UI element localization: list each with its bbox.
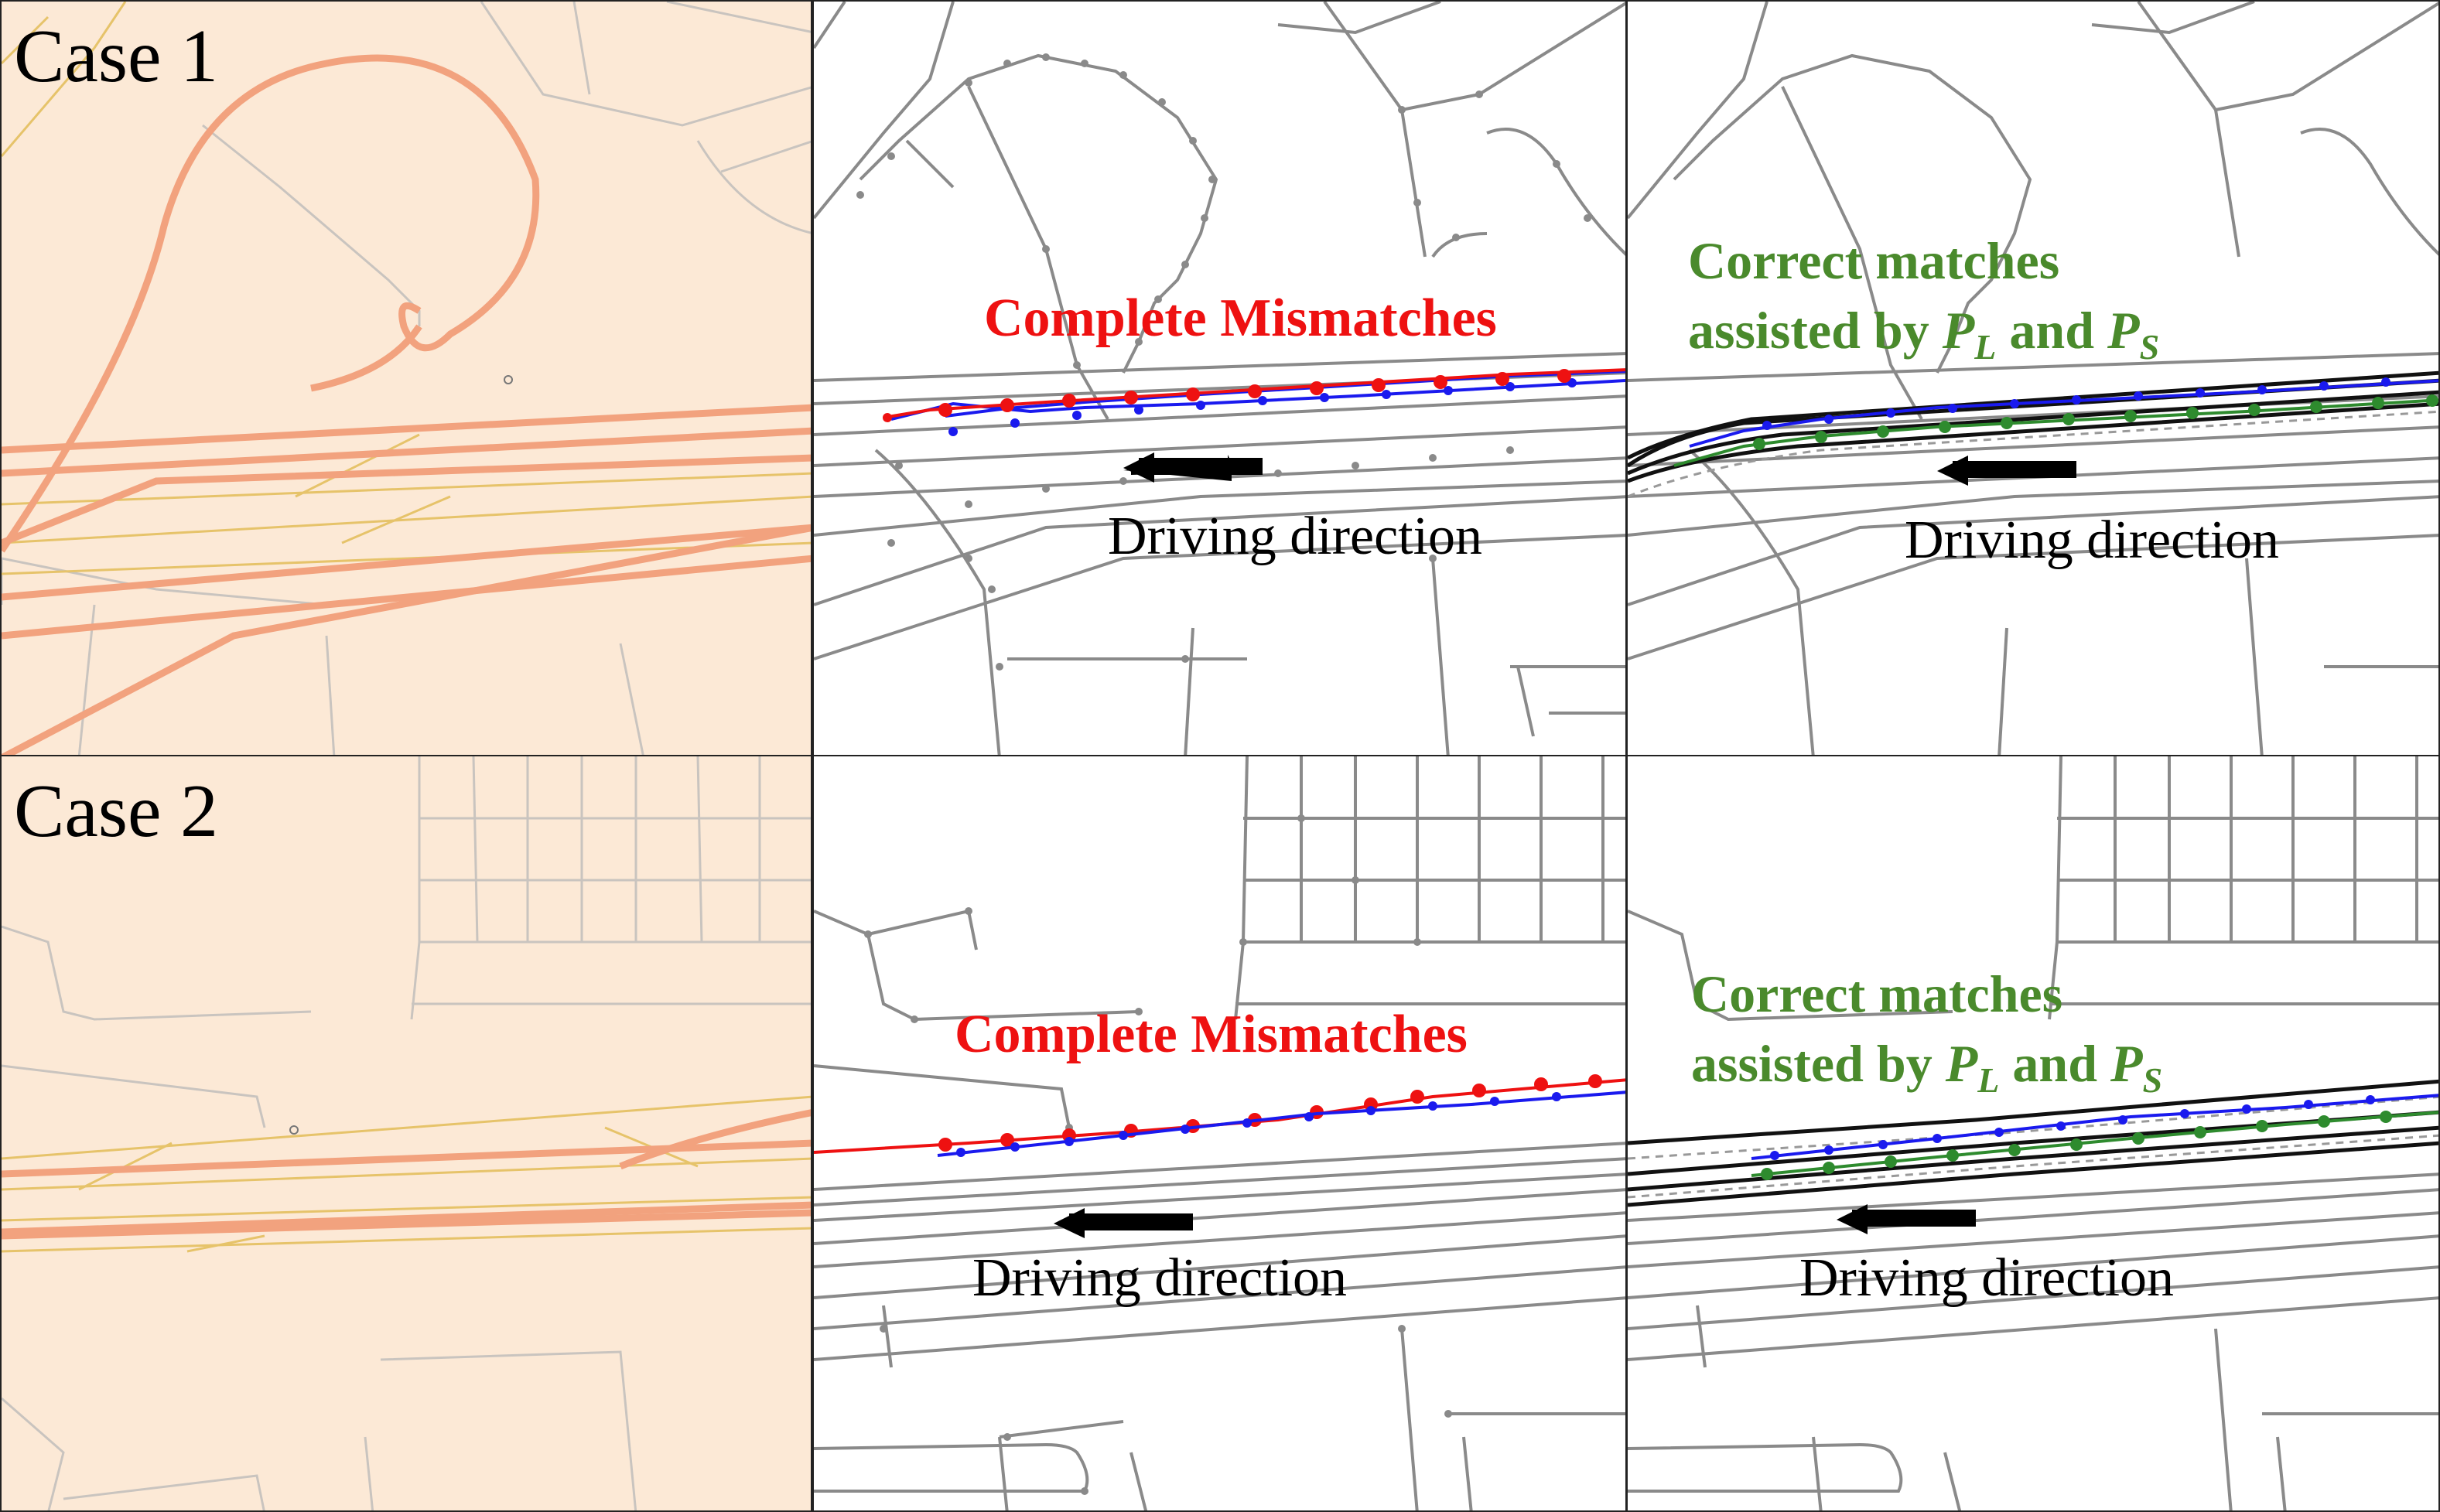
driving-direction-label: Driving direction — [972, 1248, 1348, 1308]
case1-correct-panel: Correct matches assisted by PL and PS Dr… — [1626, 0, 2440, 756]
case1-mismatch-panel: Complete Mismatches Driving direction — [812, 0, 1627, 756]
mismatch-label: Complete Mismatches — [984, 288, 1497, 348]
case-label: Case 1 — [14, 15, 218, 98]
pl-subscript: L — [1974, 327, 1997, 367]
mismatch-label: Complete Mismatches — [955, 1005, 1468, 1064]
ps-subscript: S — [2142, 1060, 2163, 1100]
and-word: and — [1996, 301, 2108, 360]
direction-arrow-tip — [1837, 1204, 1868, 1234]
direction-arrow-tip — [1937, 456, 1968, 486]
case1-network — [814, 2, 1625, 755]
case-label: Case 2 — [14, 770, 218, 853]
correct-line-2: assisted by PL and PS — [1691, 1029, 2162, 1115]
correct-prefix: assisted by — [1691, 1034, 1946, 1093]
ps-symbol: P — [2107, 301, 2140, 360]
correct-matches-label: Correct matches assisted by PL and PS — [1688, 226, 2159, 382]
case1-basemap — [2, 2, 811, 755]
correct-line-1: Correct matches — [1691, 964, 2063, 1023]
correct-prefix: assisted by — [1688, 301, 1943, 360]
driving-direction-label: Driving direction — [1905, 510, 2280, 570]
driving-direction-label: Driving direction — [1799, 1248, 2175, 1308]
pl-symbol: P — [1942, 301, 1975, 360]
case2-basemap — [2, 756, 811, 1510]
case2-correct-panel: Correct matches assisted by PL and PS Dr… — [1626, 755, 2440, 1512]
direction-arrow-shaft — [1852, 1210, 1976, 1227]
ps-symbol: P — [2110, 1034, 2143, 1093]
case1-map-panel: Case 1 — [0, 0, 812, 756]
case2-network — [814, 756, 1625, 1510]
direction-arrow-shaft — [1139, 458, 1263, 475]
case2-network-correct — [1628, 756, 2438, 1510]
case2-mismatch-panel: Complete Mismatches Driving direction — [812, 755, 1627, 1512]
case1-network-correct — [1628, 2, 2438, 755]
direction-arrow-shaft — [1069, 1213, 1193, 1230]
correct-line-1: Correct matches — [1688, 231, 2060, 290]
driving-direction-label: Driving direction — [1108, 507, 1483, 566]
correct-line-2: assisted by PL and PS — [1688, 295, 2159, 382]
direction-arrow-tip — [1054, 1208, 1085, 1238]
pl-subscript: L — [1977, 1060, 2000, 1100]
case2-map-panel: Case 2 — [0, 755, 812, 1512]
pl-symbol: P — [1945, 1034, 1978, 1093]
direction-arrow-shaft — [1953, 461, 2076, 478]
correct-matches-label: Correct matches assisted by PL and PS — [1691, 959, 2162, 1115]
and-word: and — [1999, 1034, 2111, 1093]
direction-arrow-tip — [1123, 452, 1154, 483]
ps-subscript: S — [2139, 327, 2160, 367]
